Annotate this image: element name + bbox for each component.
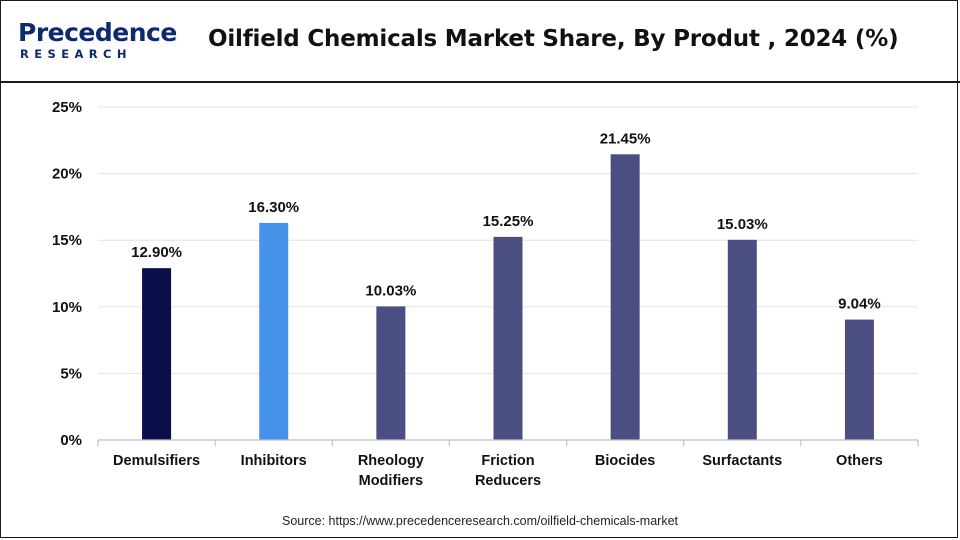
bar-3 (493, 236, 523, 440)
data-label: 16.30% (248, 199, 299, 216)
x-tick-label: Friction Reducers (475, 453, 541, 489)
y-tick-label: 5% (60, 365, 82, 382)
data-label: 12.90% (131, 244, 182, 261)
x-tick-label: Surfactants (702, 453, 782, 469)
x-tick-label-line: Surfactants (702, 453, 782, 469)
header-divider (0, 81, 960, 83)
x-tick-label-line: Inhibitors (241, 453, 307, 469)
x-tick-label-line: Friction (481, 453, 534, 469)
source-note: Source: https://www.precedenceresearch.c… (282, 514, 678, 528)
y-tick-label: 25% (52, 99, 82, 116)
x-tick-label-line: Demulsifiers (113, 453, 200, 469)
x-tick-label-line: Modifiers (359, 473, 423, 489)
x-tick-label: Rheology Modifiers (358, 453, 424, 489)
bar-2 (376, 306, 406, 440)
data-label: 10.03% (365, 282, 416, 299)
x-tick-label: Inhibitors (241, 453, 307, 469)
logo-subtitle: RESEARCH (20, 47, 132, 61)
y-tick-label: 20% (52, 166, 82, 183)
x-tick-label-line: Rheology (358, 453, 424, 469)
data-label: 9.04% (838, 296, 881, 313)
x-tick-label: Others (836, 453, 883, 469)
y-tick-label: 15% (52, 232, 82, 249)
bar-4 (610, 154, 640, 440)
logo-wordmark: Precedence (18, 18, 177, 47)
bar-6 (844, 319, 874, 440)
bar-0 (142, 268, 172, 440)
y-tick-label: 0% (60, 432, 82, 449)
precedence-research-logo: Precedence RESEARCH (18, 18, 177, 64)
y-tick-label: 10% (52, 299, 82, 316)
data-label: 15.03% (717, 216, 768, 233)
bar-1 (259, 222, 289, 440)
x-tick-label-line: Others (836, 453, 883, 469)
x-tick-label-line: Biocides (595, 453, 655, 469)
bar-5 (727, 239, 757, 440)
x-tick-label: Demulsifiers (113, 453, 200, 469)
header: Precedence RESEARCH Oilfield Chemicals M… (0, 0, 960, 82)
x-tick-label: Biocides (595, 453, 655, 469)
data-label: 21.45% (600, 130, 651, 147)
chart-title: Oilfield Chemicals Market Share, By Prod… (208, 26, 899, 52)
x-tick-label-line: Reducers (475, 473, 541, 489)
data-label: 15.25% (483, 213, 534, 230)
